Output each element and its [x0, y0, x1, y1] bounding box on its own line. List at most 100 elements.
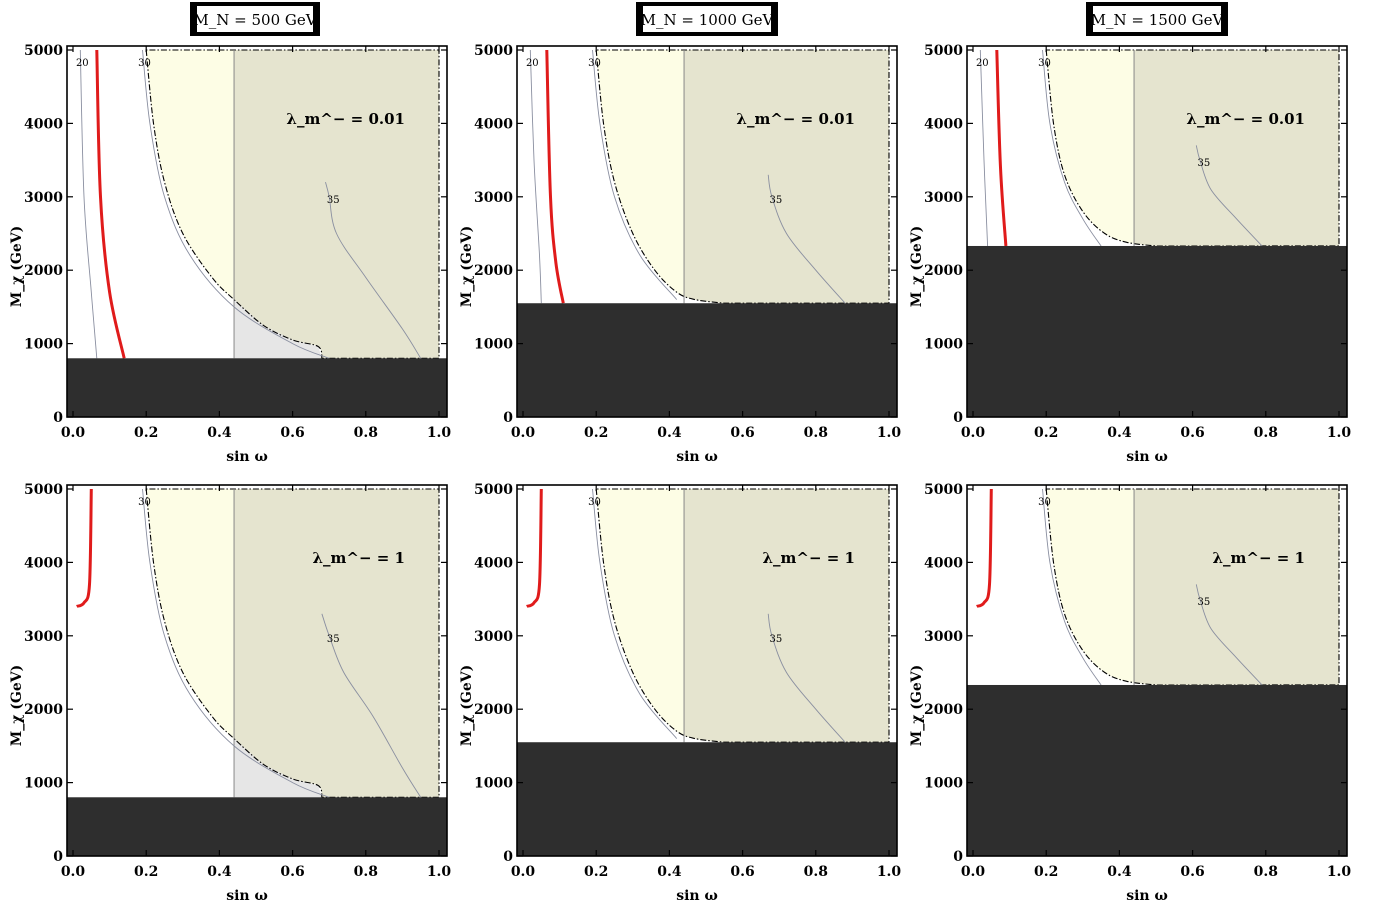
contour-35: [321, 613, 422, 798]
y-tick-label: 5000: [924, 43, 963, 59]
y-tick-label: 5000: [474, 482, 513, 498]
x-tick-label: 1.0: [877, 425, 902, 441]
x-tick-label: 0.2: [134, 425, 158, 441]
panel-top-middle: 20 30 35 0.0 0.2 0.4 0.6 0.8 1.0 0 1000 2000 3000 400…: [459, 43, 901, 465]
lambda-annotation: λ_m^− = 0.01: [736, 110, 855, 128]
red-curve: [976, 488, 993, 608]
y-tick-label: 3000: [24, 190, 63, 206]
plot-area: 20 30 35: [67, 49, 447, 417]
contour-label-30: 30: [1038, 58, 1051, 69]
y-tick-label: 0: [503, 410, 513, 426]
contour-35: [1195, 584, 1263, 686]
excluded-region: [967, 245, 1347, 417]
x-tick-label: 0.4: [1107, 864, 1132, 880]
plot-frame: [516, 45, 898, 418]
x-tick-label: 0.6: [280, 864, 304, 880]
x-tick-label: 0.0: [961, 864, 986, 880]
olive-region: [684, 489, 889, 743]
plot-area: 20 30 35: [967, 49, 1347, 417]
contour-30: [142, 49, 330, 359]
y-tick-label: 5000: [24, 482, 63, 498]
y-tick-label: 5000: [924, 482, 963, 498]
x-tick-label: 0.2: [584, 425, 608, 441]
y-tick-label: 4000: [24, 555, 63, 571]
excluded-region: [67, 358, 447, 417]
x-axis-label: sin ω: [226, 888, 268, 904]
y-tick-label: 1000: [24, 337, 63, 353]
y-tick-label: 0: [503, 849, 513, 865]
y-tick-label: 4000: [474, 555, 513, 571]
plot-frame: [966, 484, 1348, 857]
x-tick-label: 0.8: [354, 425, 378, 441]
excluded-region: [67, 797, 447, 856]
contour-20: [979, 49, 989, 247]
panel-top-right: 20 30 35 0.0 0.2 0.4 0.6 0.8 1.0 0 1000 2000 3000 400…: [909, 43, 1351, 465]
column-title-2-text: M_N = 1000 GeV: [641, 11, 775, 29]
contour-label-30: 30: [588, 58, 601, 69]
panel-bottom-left: 30 35 0.0 0.2 0.4 0.6 0.8 1.0 0 1000 2000 3000 4000 5…: [9, 482, 451, 904]
contour-30: [1042, 49, 1102, 247]
x-tick-label: 1.0: [877, 864, 902, 880]
column-title-1-text: M_N = 500 GeV: [193, 11, 317, 29]
olive-region: [684, 50, 889, 304]
x-tick-label: 0.4: [207, 425, 232, 441]
x-tick-label: 0.8: [804, 864, 828, 880]
y-tick-label: 0: [53, 849, 63, 865]
y-axis-label: M_χ (GeV): [459, 226, 475, 308]
plot-frame: [66, 484, 448, 857]
y-tick-label: 1000: [924, 337, 963, 353]
x-tick-label: 0.2: [584, 864, 608, 880]
contour-label-30: 30: [138, 497, 151, 508]
lambda-annotation: λ_m^− = 1: [313, 549, 405, 567]
contour-label-35: 35: [1198, 597, 1211, 608]
contour-35: [767, 613, 846, 743]
contour-20: [529, 49, 542, 304]
panel-bottom-middle: 30 35 0.0 0.2 0.4 0.6 0.8 1.0 0 1000 2000 3000 4000 5…: [459, 482, 901, 904]
y-tick-label: 0: [953, 849, 963, 865]
x-tick-label: 0.6: [280, 425, 304, 441]
x-tick-label: 0.2: [1034, 425, 1058, 441]
lambda-annotation: λ_m^− = 1: [1213, 549, 1305, 567]
y-tick-label: 3000: [474, 629, 513, 645]
x-tick-label: 0.8: [1254, 864, 1278, 880]
x-tick-label: 0.6: [730, 864, 754, 880]
x-tick-label: 0.2: [134, 864, 158, 880]
x-tick-label: 0.4: [207, 864, 232, 880]
contour-label-20: 20: [76, 58, 89, 69]
lambda-annotation: λ_m^− = 0.01: [1186, 110, 1305, 128]
plot-frame: [516, 484, 898, 857]
column-title-1: M_N = 500 GeV: [190, 2, 320, 36]
olive-region: [1134, 50, 1339, 246]
red-curve: [95, 49, 126, 359]
gray-region: [234, 299, 439, 359]
y-tick-label: 1000: [24, 776, 63, 792]
red-curve: [995, 49, 1008, 247]
contour-label-30: 30: [1038, 497, 1051, 508]
y-tick-label: 0: [953, 410, 963, 426]
column-title-3-text: M_N = 1500 GeV: [1091, 11, 1225, 29]
x-tick-label: 1.0: [1327, 864, 1352, 880]
red-curve: [526, 488, 543, 608]
x-tick-label: 0.4: [657, 425, 682, 441]
y-tick-label: 3000: [924, 190, 963, 206]
contour-label-30: 30: [138, 58, 151, 69]
region-boundary: [1045, 49, 1340, 247]
contour-35: [325, 181, 422, 359]
olive-region: [1134, 489, 1339, 685]
y-axis-label: M_χ (GeV): [9, 226, 25, 308]
lambda-annotation: λ_m^− = 1: [763, 549, 855, 567]
y-axis-label: M_χ (GeV): [9, 665, 25, 747]
region-boundary: [1045, 488, 1340, 686]
y-tick-label: 5000: [24, 43, 63, 59]
contour-30: [142, 488, 330, 798]
contour-20: [79, 49, 98, 359]
x-tick-label: 0.0: [511, 425, 536, 441]
region-boundary: [595, 488, 890, 743]
x-tick-label: 0.8: [804, 425, 828, 441]
x-tick-label: 1.0: [427, 425, 452, 441]
y-tick-label: 4000: [24, 116, 63, 132]
y-tick-label: 1000: [474, 776, 513, 792]
plot-area: 30 35: [967, 488, 1347, 856]
x-tick-label: 0.6: [1180, 425, 1204, 441]
